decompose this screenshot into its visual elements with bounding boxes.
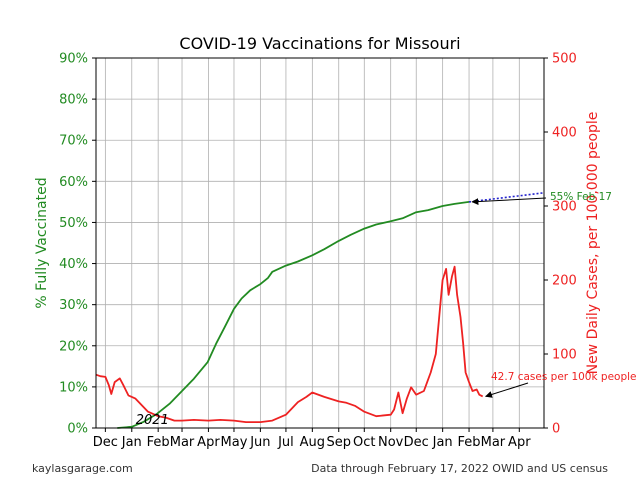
axes: 0% 10% 20% 30% 40% 50% 60% 70% 80% 90% 0 100 200 300 4…	[59, 52, 577, 451]
gridlines	[96, 57, 544, 429]
annotation-arrow	[485, 382, 529, 398]
series-line-1	[95, 265, 484, 424]
right-tick-label: 400	[552, 126, 577, 141]
right-tick-label: 100	[552, 348, 577, 363]
x-tick-label: Dec	[404, 435, 429, 450]
annotations: 55% Feb 17 42.7 cases per 100k people	[471, 191, 637, 398]
right-tick-label: 300	[552, 200, 577, 215]
right-tick-label: 200	[552, 274, 577, 289]
x-tick-label: Sep	[326, 435, 351, 450]
x-tick-label: Oct	[353, 435, 375, 450]
left-tick-label: 20%	[59, 339, 88, 354]
x-tick-label: Jun	[249, 435, 270, 450]
x-tick-label: Aug	[300, 435, 325, 450]
series-line-0	[117, 201, 470, 429]
y-axis-right-label: New Daily Cases, per 100,000 people	[585, 112, 601, 375]
left-tick-label: 70%	[59, 134, 88, 149]
year-label: 2021	[136, 413, 169, 428]
left-tick-label: 30%	[59, 298, 88, 313]
x-tick-label: Feb	[147, 435, 170, 450]
chart-title: COVID-19 Vaccinations for Missouri	[179, 34, 460, 53]
projection-line	[468, 192, 545, 203]
x-tick-label: Feb	[458, 435, 481, 450]
x-tick-label: Dec	[93, 435, 118, 450]
annotation-label: 42.7 cases per 100k people	[491, 371, 637, 383]
right-tick-label: 0	[552, 422, 560, 437]
series-layer	[95, 192, 545, 429]
plot-frame	[95, 57, 545, 429]
x-tick-label: May	[221, 435, 248, 450]
x-tick-label: Nov	[378, 435, 404, 450]
x-tick-label: Mar	[170, 435, 195, 450]
left-tick-label: 90%	[59, 52, 88, 67]
y-axis-left-label: % Fully Vaccinated	[34, 177, 50, 308]
x-tick-label: Apr	[197, 435, 220, 450]
left-tick-label: 80%	[59, 93, 88, 108]
footer-data-note: Data through February 17, 2022 OWID and …	[311, 462, 608, 475]
left-tick-label: 50%	[59, 216, 88, 231]
left-tick-label: 10%	[59, 380, 88, 395]
x-tick-label: Jan	[432, 435, 453, 450]
x-tick-label: Mar	[481, 435, 506, 450]
annotation-label: 55% Feb 17	[550, 191, 612, 203]
left-tick-label: 0%	[67, 422, 88, 437]
left-tick-label: 60%	[59, 175, 88, 190]
x-tick-label: Apr	[508, 435, 531, 450]
annotation-arrow	[471, 197, 547, 206]
right-tick-label: 500	[552, 52, 577, 67]
footer-source-site: kaylasgarage.com	[32, 462, 133, 475]
left-tick-label: 40%	[59, 257, 88, 272]
x-tick-label: Jan	[121, 435, 142, 450]
x-tick-label: Jul	[277, 435, 294, 450]
